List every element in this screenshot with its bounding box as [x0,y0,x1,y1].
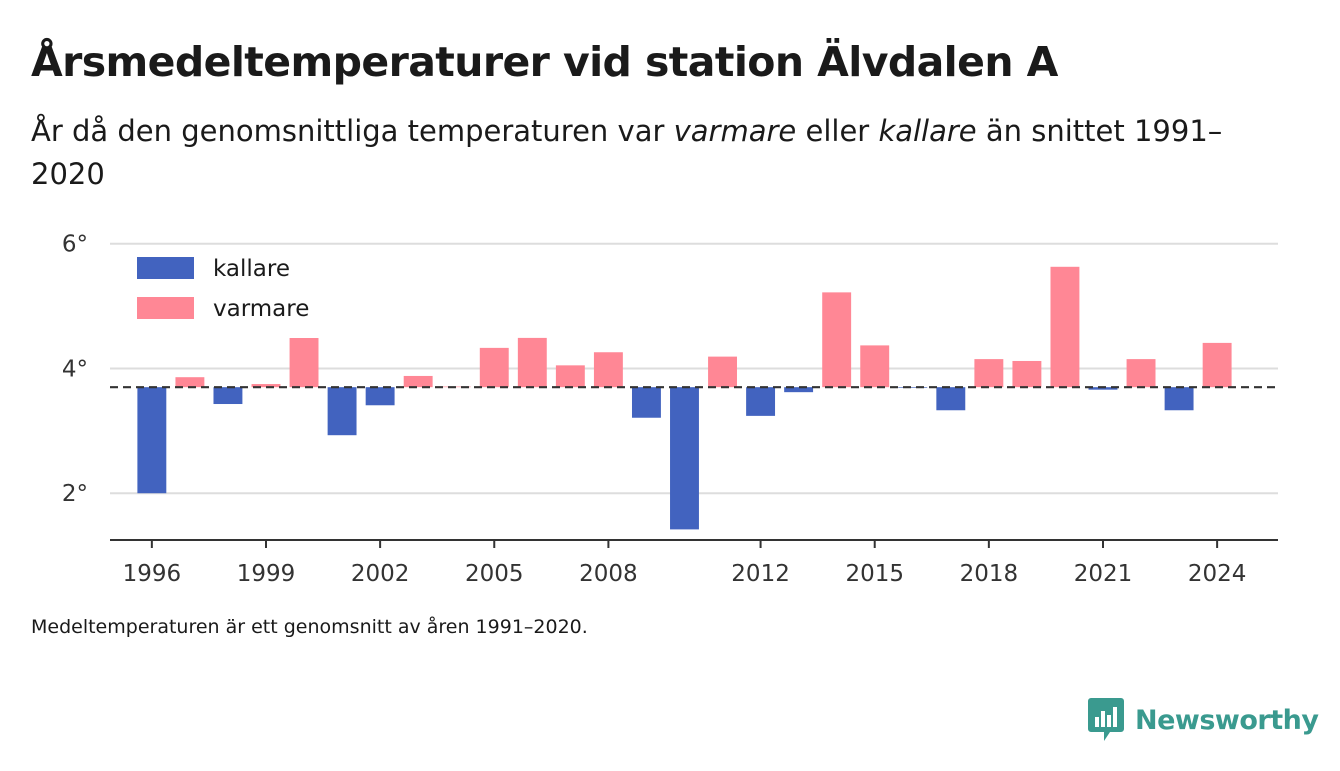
brand-name: Newsworthy [1135,704,1319,736]
bar-2018 [974,359,1004,388]
bar-2012 [746,387,776,416]
brand-logo: Newsworthy [1088,697,1319,743]
x-tick-label: 2021 [1074,561,1133,587]
y-tick-label: 6° [62,232,88,258]
subtitle-part-1: År då den genomsnittliga temperaturen va… [31,114,674,148]
bar-2023 [1164,387,1194,411]
legend-label-warm: varmare [213,296,309,322]
bar-2017 [936,387,966,411]
x-tick-label: 1999 [237,561,296,587]
bar-2019 [1012,360,1042,388]
bar-1998 [213,387,243,405]
subtitle-warm-word: varmare [673,114,797,148]
bar-2010 [670,387,699,530]
legend: kallare varmare [122,246,332,338]
subtitle-cold-word: kallare [878,114,977,148]
bar-2020 [1050,266,1080,388]
x-tick-label: 2002 [351,561,410,587]
x-tick-label: 2018 [960,561,1019,587]
bar-1999 [251,384,281,388]
axes: 2° 4° 6° 1996 1999 2002 2005 2008 2012 2015 2018 20… [62,232,1278,587]
legend-swatch-warm [137,297,194,319]
bar-2007 [555,365,585,388]
bar-2014 [822,292,852,388]
footnote: Medeltemperaturen är ett genomsnitt av å… [31,616,588,638]
bar-2004 [441,386,471,388]
x-tick-label: 2008 [579,561,638,587]
chart-title: Årsmedeltemperaturer vid station Älvdale… [31,38,1058,86]
subtitle-part-3: än snittet 1991–2020 [31,114,1223,191]
bar-2011 [708,356,737,388]
bar-2022 [1126,359,1156,388]
bar-chart: 2° 4° 6° 1996 1999 2002 2005 2008 2012 2015 2018 20… [62,232,1278,587]
legend-label-cold: kallare [213,256,290,282]
bar-2001 [327,387,357,436]
bars [137,266,1232,530]
bar-2008 [593,352,623,388]
y-tick-label: 2° [62,481,88,507]
bar-1996 [137,387,167,494]
newsworthy-icon [1088,698,1124,741]
bar-2000 [289,332,319,388]
bar-2005 [479,347,509,388]
bar-2015 [860,345,890,388]
bar-2003 [403,375,433,388]
bar-2024 [1202,342,1232,388]
x-tick-label: 2024 [1188,561,1247,587]
x-tick-label: 2015 [845,561,904,587]
subtitle-part-2: eller [796,114,879,148]
bar-2013 [784,387,814,393]
x-tick-label: 2005 [465,561,524,587]
bar-2016 [898,387,928,388]
bar-2002 [365,387,395,406]
bar-2021 [1088,387,1118,390]
x-tick-label: 2012 [731,561,790,587]
legend-swatch-cold [137,257,194,279]
y-tick-label: 4° [62,356,88,382]
bar-2006 [517,337,547,388]
x-tick-label: 1996 [123,561,182,587]
chart-subtitle: År då den genomsnittliga temperaturen va… [31,110,1261,196]
bar-2009 [631,387,661,418]
bar-1997 [175,377,205,388]
